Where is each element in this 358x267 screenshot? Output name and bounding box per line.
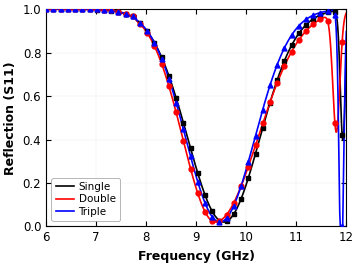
Single: [44, 7, 48, 11]
Y-axis label: Reflection (S11): Reflection (S11): [4, 61, 17, 175]
Triple: [188, 155, 193, 158]
Single: [223, 220, 228, 223]
Legend: Single, Double, Triple: Single, Double, Triple: [52, 178, 120, 221]
Double: [207, 216, 211, 219]
Triple: [337, 169, 341, 172]
X-axis label: Frequency (GHz): Frequency (GHz): [138, 250, 255, 263]
Double: [187, 160, 191, 163]
Single: [338, 69, 342, 72]
Double: [338, 85, 342, 89]
Double: [44, 7, 48, 11]
Single: [188, 147, 193, 150]
Triple: [223, 218, 227, 221]
Single: [222, 221, 226, 224]
Line: Triple: Triple: [46, 9, 346, 226]
Triple: [44, 7, 48, 11]
Triple: [207, 209, 211, 213]
Single: [291, 41, 295, 45]
Line: Double: Double: [46, 9, 346, 222]
Line: Single: Single: [46, 9, 346, 222]
Single: [207, 202, 211, 206]
Double: [223, 214, 228, 218]
Triple: [290, 33, 294, 36]
Double: [188, 167, 193, 170]
Triple: [338, 225, 343, 228]
Single: [187, 140, 191, 143]
Double: [291, 48, 295, 51]
Double: [344, 11, 348, 15]
Double: [213, 221, 217, 224]
Triple: [344, 30, 348, 33]
Single: [344, 57, 348, 60]
Triple: [187, 148, 191, 151]
